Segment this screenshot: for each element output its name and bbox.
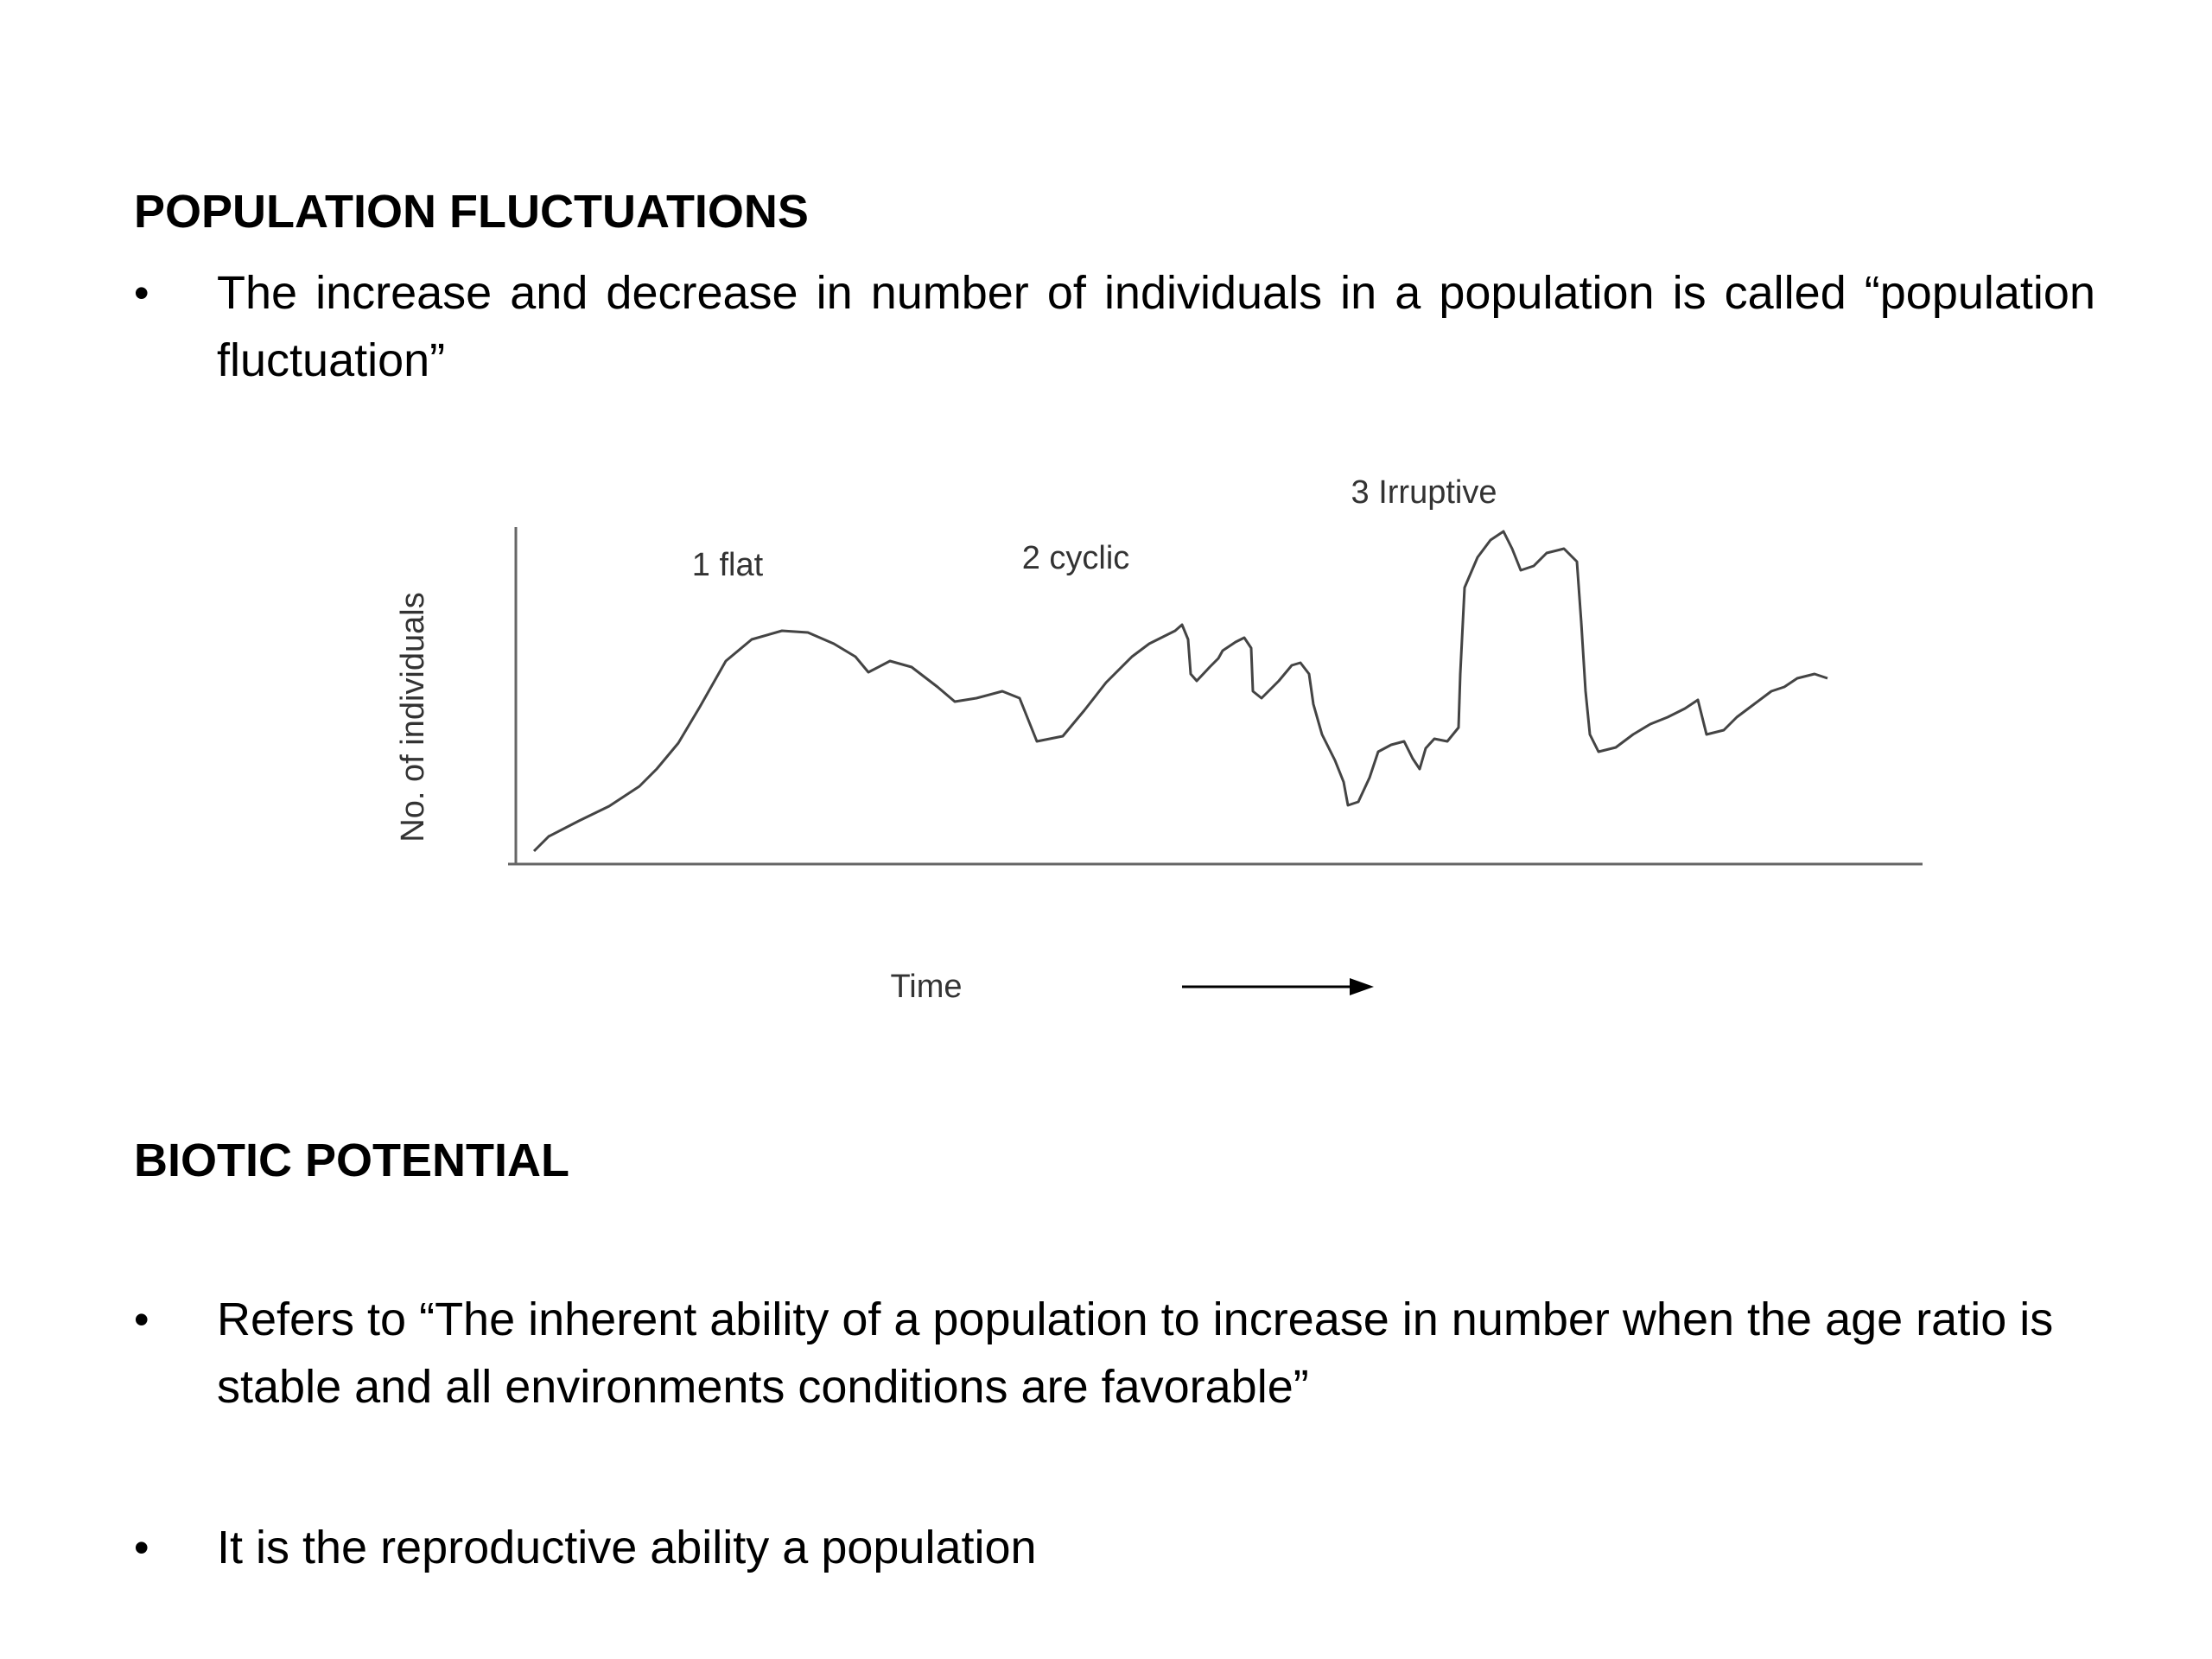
bullet-dot-icon: •	[134, 1523, 149, 1572]
irruptive-label: 3 Irruptive	[1351, 474, 1497, 511]
bullet-text: The increase and decrease in number of i…	[217, 267, 2095, 386]
population-fluctuation-figure: 1 flat 2 cyclic 3 Irruptive No. of indiv…	[395, 474, 1923, 1005]
bullet-text: Refers to “The inherent ability of a pop…	[217, 1294, 2054, 1413]
cyclic-label: 2 cyclic	[1022, 540, 1130, 576]
population-curve	[532, 530, 1828, 853]
y-axis-label: No. of individuals	[395, 592, 431, 842]
bullet-item: • It is the reproductive ability a popul…	[134, 1514, 2095, 1581]
bullet-item: • Refers to “The inherent ability of a p…	[134, 1286, 2095, 1421]
flat-label: 1 flat	[692, 547, 764, 583]
section-heading-biotic-potential: BIOTIC POTENTIAL	[134, 1135, 569, 1186]
section-heading-population-fluctuations: POPULATION FLUCTUATIONS	[134, 186, 809, 238]
bullet-dot-icon: •	[134, 1295, 149, 1344]
bullet-item: • The increase and decrease in number of…	[134, 259, 2095, 394]
bullet-text: It is the reproductive ability a populat…	[217, 1522, 1037, 1573]
x-axis-label: Time	[890, 969, 962, 1005]
bullet-dot-icon: •	[134, 269, 149, 317]
arrow-right-icon	[1350, 978, 1374, 995]
